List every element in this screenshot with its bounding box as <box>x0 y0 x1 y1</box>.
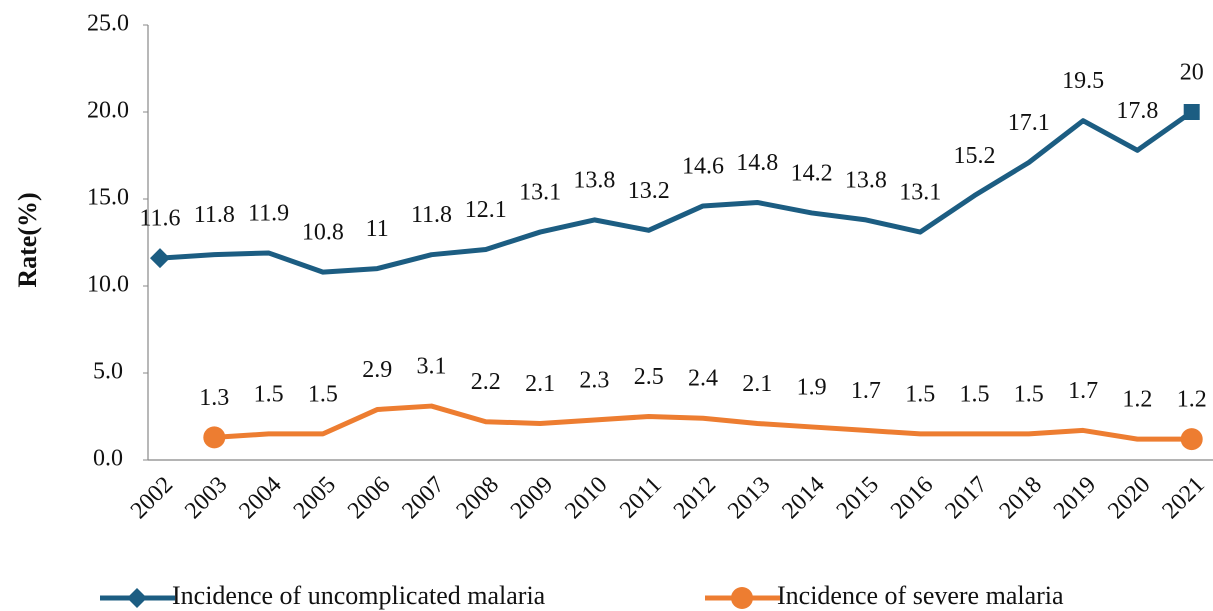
point-marker <box>203 426 226 449</box>
y-tick-label: 10.0 <box>87 272 129 298</box>
data-label: 17.1 <box>1008 110 1050 136</box>
legend-label: Incidence of uncomplicated malaria <box>172 581 546 610</box>
x-tick-label: 2013 <box>723 472 775 524</box>
data-label: 1.5 <box>1014 381 1044 407</box>
data-label: 2.1 <box>742 371 772 397</box>
series-line <box>214 403 1192 442</box>
data-label: 2.3 <box>579 367 609 393</box>
data-label: 11.9 <box>248 200 289 226</box>
data-label: 3.1 <box>417 354 447 380</box>
data-label: 2.1 <box>525 371 555 397</box>
x-tick-label: 2015 <box>832 472 884 524</box>
data-label: 11.8 <box>411 202 452 228</box>
x-tick-label: 2019 <box>1049 472 1101 524</box>
y-axis-label: Rate(%) <box>13 192 42 287</box>
x-tick-label: 2007 <box>397 472 449 524</box>
y-tick-label: 5.0 <box>93 359 123 385</box>
data-label: 2.5 <box>634 364 664 390</box>
x-tick-label: 2016 <box>886 472 938 524</box>
data-label: 12.1 <box>465 197 507 223</box>
y-tick-label: 20.0 <box>87 98 129 124</box>
y-tick-label: 25.0 <box>87 11 129 37</box>
legend-marker <box>127 588 147 608</box>
data-label: 13.2 <box>628 178 670 204</box>
data-label: 2.4 <box>688 366 718 392</box>
data-label: 14.2 <box>791 160 833 186</box>
data-label: 19.5 <box>1062 68 1104 94</box>
x-tick-label: 2011 <box>615 472 667 524</box>
x-tick-label: 2012 <box>669 472 721 524</box>
data-label: 14.8 <box>736 150 778 176</box>
data-label: 13.1 <box>519 180 561 206</box>
data-label: 1.2 <box>1122 387 1152 413</box>
series-line <box>159 109 1194 275</box>
point-marker <box>1180 428 1203 451</box>
y-tick-label: 0.0 <box>93 446 123 472</box>
data-label: 2.2 <box>471 369 501 395</box>
x-tick-label: 2002 <box>126 472 178 524</box>
data-label: 13.8 <box>573 167 615 193</box>
data-label: 11.8 <box>194 202 235 228</box>
data-label: 1.5 <box>308 381 338 407</box>
data-label: 17.8 <box>1116 98 1158 124</box>
data-label: 15.2 <box>954 143 996 169</box>
x-tick-label: 2017 <box>940 472 992 524</box>
legend-marker <box>731 587 753 609</box>
point-marker <box>1183 104 1200 120</box>
x-tick-label: 2005 <box>289 472 341 524</box>
x-tick-label: 2006 <box>343 472 395 524</box>
data-label: 13.8 <box>845 167 887 193</box>
x-tick-label: 2003 <box>180 472 232 524</box>
data-label: 13.1 <box>899 180 941 206</box>
x-tick-label: 2010 <box>560 472 612 524</box>
data-label: 1.3 <box>199 385 229 411</box>
data-label: 20 <box>1180 60 1204 86</box>
data-label: 1.5 <box>905 381 935 407</box>
x-tick-label: 2008 <box>452 472 504 524</box>
data-label: 1.7 <box>851 378 881 404</box>
point-marker <box>150 248 170 269</box>
data-label: 1.5 <box>254 381 284 407</box>
data-label: 11 <box>366 216 389 242</box>
x-tick-label: 2014 <box>777 472 829 524</box>
data-label: 1.2 <box>1177 387 1207 413</box>
x-tick-label: 2004 <box>234 472 286 524</box>
data-label: 1.9 <box>797 374 827 400</box>
legend-label: Incidence of severe malaria <box>777 581 1064 610</box>
data-label: 11.6 <box>139 206 180 232</box>
x-tick-label: 2009 <box>506 472 558 524</box>
data-label: 14.6 <box>682 153 724 179</box>
data-label: 10.8 <box>302 220 344 246</box>
data-label: 1.5 <box>960 381 990 407</box>
x-tick-label: 2021 <box>1158 472 1210 524</box>
y-tick-label: 15.0 <box>87 185 129 211</box>
x-tick-label: 2018 <box>995 472 1047 524</box>
x-tick-label: 2020 <box>1103 472 1155 524</box>
data-label: 2.9 <box>362 357 392 383</box>
data-label: 1.7 <box>1068 378 1098 404</box>
